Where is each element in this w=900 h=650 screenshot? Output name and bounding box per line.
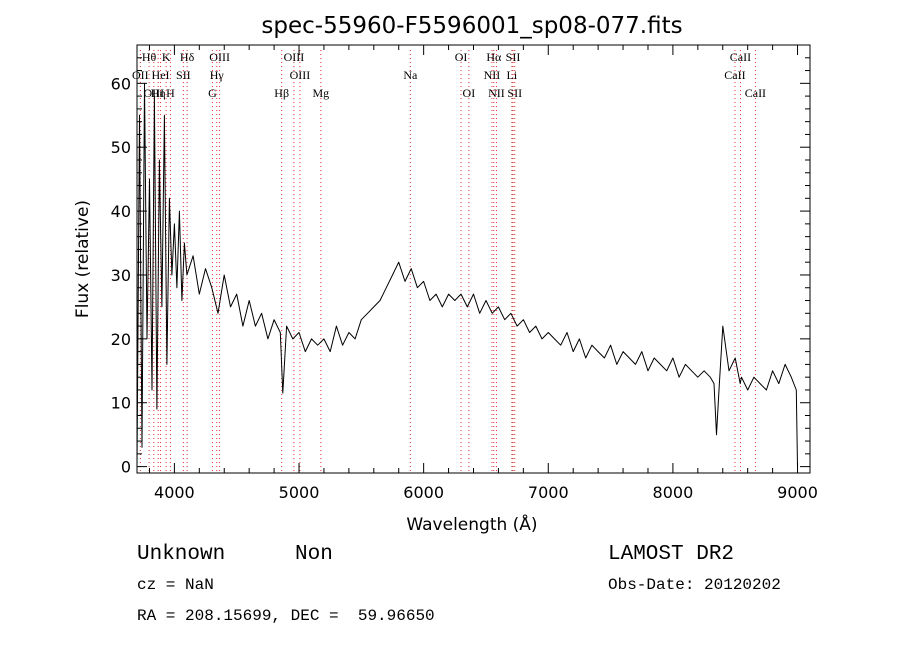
line-marker-label: SII <box>506 50 521 64</box>
emission-line-labels: Hθ K Hδ OIII OIII OI Hα SII CaII OII HeI SII Hγ OIII N… <box>132 50 766 100</box>
line-marker-label: CaII <box>730 50 751 64</box>
obs-date-text: Obs-Date: 20120202 <box>608 576 781 594</box>
y-tick-label: 50 <box>111 138 131 157</box>
spectrum-line <box>136 82 798 467</box>
line-marker-label: OIII <box>143 86 164 100</box>
line-marker-label: OI <box>463 86 476 100</box>
x-tick-label: 8000 <box>653 483 694 502</box>
redshift-text: cz = NaN <box>137 576 214 594</box>
y-tick-label: 0 <box>121 458 131 477</box>
class-label: Unknown <box>137 543 225 566</box>
line-marker-label: Na <box>403 68 418 82</box>
x-tick-label: 6000 <box>403 483 444 502</box>
line-marker-label: Mg <box>312 86 329 100</box>
line-marker-label: Hη <box>151 86 166 100</box>
survey-label: LAMOST DR2 <box>608 543 734 566</box>
line-marker-label: Hα <box>486 50 502 64</box>
y-tick-label: 40 <box>111 202 131 221</box>
y-tick-label: 30 <box>111 266 131 285</box>
line-marker-label: H <box>166 86 175 100</box>
line-marker-label: Li <box>507 68 518 82</box>
x-axis-label: Wavelength (Å) <box>406 513 537 535</box>
line-marker-label: Hβ <box>274 86 289 100</box>
y-tick-label: 20 <box>111 330 131 349</box>
chart-title: spec-55960-F5596001_sp08-077.fits <box>261 13 682 39</box>
line-marker-label: OI <box>455 50 468 64</box>
line-marker-label: HeI <box>152 68 170 82</box>
y-tick-label: 60 <box>111 74 131 93</box>
x-tick-label: 7000 <box>528 483 569 502</box>
line-marker-label: OIII <box>209 50 230 64</box>
emission-line-markers <box>139 50 756 473</box>
x-tick-label: 4000 <box>154 483 195 502</box>
line-marker-label: K <box>162 50 171 64</box>
x-axis: 4000 5000 6000 7000 8000 9000 <box>148 45 818 502</box>
line-marker-label: CaII <box>745 86 766 100</box>
line-marker-label: Hγ <box>210 68 225 82</box>
line-marker-label: NII <box>484 68 501 82</box>
y-tick-label: 10 <box>111 394 131 413</box>
x-tick-label: 5000 <box>279 483 320 502</box>
plot-frame <box>136 44 811 474</box>
line-marker-label: CaII <box>724 68 745 82</box>
line-marker-label: SII <box>507 86 522 100</box>
subclass-label: Non <box>295 543 333 566</box>
line-marker-label: SII <box>176 68 191 82</box>
y-axis: 0 10 20 30 40 50 60 <box>111 57 810 477</box>
line-marker-label: Hδ <box>180 50 195 64</box>
spectrum-series <box>136 82 798 467</box>
coordinates-text: RA = 208.15699, DEC = 59.96650 <box>137 607 435 625</box>
line-marker-label: OIII <box>290 68 311 82</box>
line-marker-label: NII <box>488 86 505 100</box>
y-axis-label: Flux (relative) <box>73 200 93 318</box>
line-marker-label: OIII <box>284 50 305 64</box>
line-marker-label: OII <box>132 68 149 82</box>
line-marker-label: Hθ <box>142 50 157 64</box>
x-tick-label: 9000 <box>777 483 818 502</box>
line-marker-label: G <box>208 86 217 100</box>
